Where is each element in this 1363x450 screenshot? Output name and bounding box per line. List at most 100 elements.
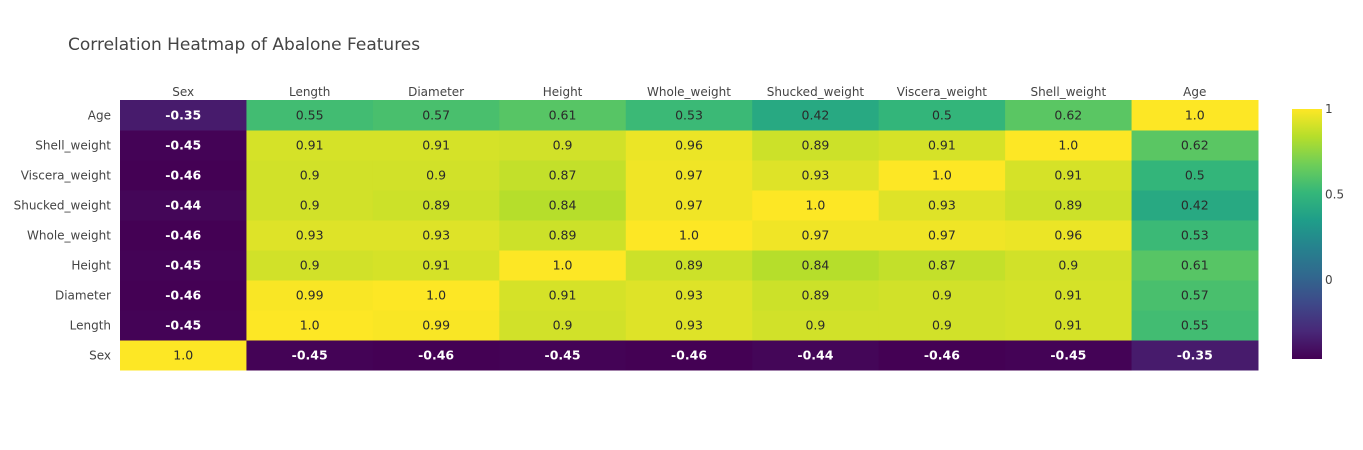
heatmap-cell-label: 0.84 [802,258,830,273]
heatmap-cell-label: 0.42 [1181,198,1209,213]
heatmap-cell-label: 0.93 [422,228,450,243]
heatmap-cell-label: -0.45 [165,318,201,333]
heatmap-cell [1005,160,1133,191]
y-tick-label: Length [70,319,111,333]
heatmap-cell [246,160,374,191]
heatmap-cell [1005,190,1133,221]
heatmap-cell-label: 1.0 [173,348,193,363]
heatmap-cell-label: -0.44 [797,348,833,363]
colorbar-gradient [1292,109,1322,359]
heatmap-cell [878,160,1006,191]
heatmap-cell [878,310,1006,341]
y-tick-label: Viscera_weight [21,169,112,183]
heatmap-cell-label: -0.46 [165,168,201,183]
heatmap-cell-label: 0.96 [675,138,703,153]
heatmap-cell-label: -0.46 [671,348,707,363]
heatmap-cell-label: 0.55 [296,108,324,123]
heatmap-cell-label: 1.0 [1058,138,1078,153]
heatmap-cell-label: 0.9 [426,168,446,183]
heatmap-cell [246,220,374,251]
heatmap-cell [752,160,880,191]
heatmap-cell-label: 0.97 [675,168,703,183]
heatmap-cell [625,340,753,371]
heatmap-cell-label: 0.87 [549,168,577,183]
heatmap-cell-label: 0.89 [549,228,577,243]
x-tick-label: Whole_weight [647,85,731,99]
heatmap-cell-label: 0.84 [549,198,577,213]
heatmap-cell [625,190,753,221]
heatmap-cell [120,130,247,161]
heatmap-cell [499,220,627,251]
heatmap-cell [246,310,374,341]
heatmap-cell [120,160,247,191]
y-tick-label: Age [88,109,111,123]
heatmap-cell-label: 0.9 [932,318,952,333]
colorbar: 00.51 [1292,102,1344,359]
heatmap-cell-label: 0.9 [553,138,573,153]
heatmap-cell-label: 0.93 [675,288,703,303]
heatmap-cell [752,340,880,371]
heatmap-cell-label: 0.61 [1181,258,1209,273]
heatmap-cell [1131,280,1259,311]
y-tick-label: Diameter [55,289,111,303]
heatmap-cell [1005,280,1133,311]
heatmap-cell [372,280,500,311]
x-axis-ticks: Sex Length Diameter Height Whole_weight Shuck… [172,85,1206,99]
heatmap-cell-label: 1.0 [426,288,446,303]
heatmap-cell-label: 0.91 [1054,288,1082,303]
x-tick-label: Shell_weight [1030,85,1106,99]
heatmap-cell-label: 0.89 [802,138,830,153]
heatmap-cell [878,130,1006,161]
heatmap-cell [625,250,753,281]
heatmap-cell [1005,130,1133,161]
heatmap-cell [1131,220,1259,251]
y-axis-ticks: Sex Length Diameter Height Whole_weight Shuck… [14,109,112,363]
heatmap-cell-label: 0.9 [805,318,825,333]
heatmap-cell [246,190,374,221]
heatmap-cell-label: 0.93 [296,228,324,243]
heatmap-cell-label: 0.91 [296,138,324,153]
heatmap-cell [372,160,500,191]
heatmap-cell-label: 0.61 [549,108,577,123]
heatmap-cell [1005,340,1133,371]
heatmap-cell [499,130,627,161]
heatmap-cell [752,130,880,161]
heatmap-cell [499,250,627,281]
y-tick-label: Whole_weight [27,229,111,243]
heatmap-cell [246,280,374,311]
heatmap-cell [752,190,880,221]
heatmap-cell [372,130,500,161]
heatmap-cell [120,340,247,371]
heatmap-cell-label: -0.35 [1177,348,1213,363]
heatmap-cell [1131,130,1259,161]
heatmap-cell-label: -0.46 [418,348,454,363]
heatmap-cell-label: -0.46 [165,228,201,243]
heatmap-cell [120,220,247,251]
heatmap-cell [752,100,880,131]
heatmap-cell [372,220,500,251]
y-tick-label: Shell_weight [35,139,111,153]
heatmap-cell-label: 0.5 [932,108,952,123]
heatmap-cell [1005,250,1133,281]
heatmap-cell [752,280,880,311]
x-tick-label: Shucked_weight [767,85,865,99]
x-tick-label: Height [543,85,583,99]
heatmap-cell-label: -0.45 [165,258,201,273]
heatmap-cell [246,100,374,131]
heatmap-cell-label: 0.9 [300,168,320,183]
heatmap-cell [878,250,1006,281]
heatmap-cell-label: 1.0 [300,318,320,333]
heatmap-cell-label: 0.91 [1054,168,1082,183]
heatmap-cell [752,310,880,341]
heatmap-cell-label: 1.0 [932,168,952,183]
heatmap-cell [499,100,627,131]
heatmap-cell [372,310,500,341]
heatmap-cell-label: 0.53 [1181,228,1209,243]
heatmap-cell [120,310,247,341]
heatmap-cell-label: 0.93 [675,318,703,333]
heatmap-cell [1005,100,1133,131]
heatmap-cell-label: 0.97 [928,228,956,243]
heatmap-cell-label: 0.55 [1181,318,1209,333]
heatmap-cell-label: 0.91 [422,138,450,153]
